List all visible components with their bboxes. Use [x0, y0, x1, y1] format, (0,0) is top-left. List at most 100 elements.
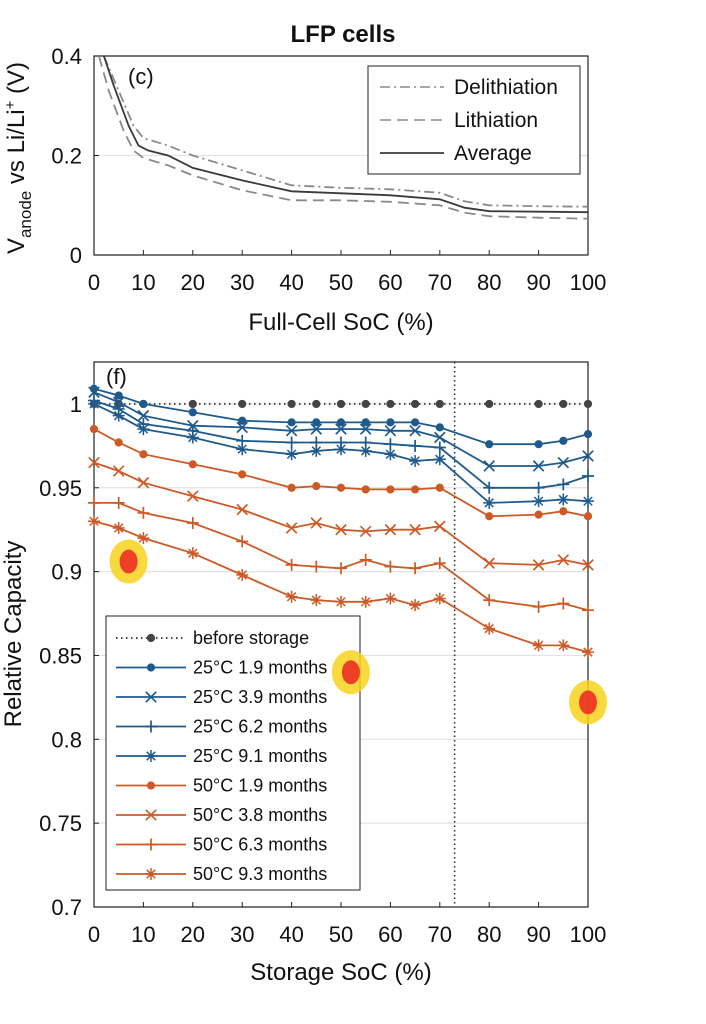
panel-f-data-point: [188, 460, 197, 469]
y-label-sup: +: [2, 100, 19, 109]
panel-c-series: [98, 55, 589, 220]
panel-f-data-point: [411, 399, 420, 409]
panel-f-series-25c-6-2-months: [88, 394, 594, 494]
panel-f-data-point: [557, 456, 570, 469]
panel-f-data-point: [557, 478, 570, 491]
panel-f-data-point: [88, 456, 100, 469]
panel-f-data-point: [287, 399, 296, 409]
panel-f-x-tick-label: 40: [279, 922, 303, 947]
panel-c-x-tick-label: 30: [230, 270, 254, 295]
panel-f-data-point: [435, 483, 444, 492]
highlighter-annotations: [109, 539, 607, 725]
panel-f-data-point: [285, 590, 298, 603]
panel-f-series-line-50c-3-8-months: [93, 461, 589, 566]
panel-f-data-point: [384, 523, 397, 536]
panel-f-data-point: [285, 424, 298, 437]
panel-f-data-point: [186, 516, 199, 529]
red-mark: [579, 690, 597, 715]
panel-f-data-point: [312, 481, 321, 491]
red-mark: [119, 549, 138, 574]
panel-f-data-point: [433, 453, 446, 466]
panel-f-data-point: [559, 436, 568, 445]
panel-c-y-ticks: 0 0.2 0.4: [51, 44, 99, 268]
panel-c-x-tick-label: 0: [88, 270, 100, 295]
panel-f-data-point: [433, 557, 446, 570]
panel-f-data-point: [483, 481, 496, 494]
panel-f-x-tick-label: 100: [570, 922, 607, 947]
highlight-mark-2: [331, 650, 370, 695]
legend-entry-50c-3-8-months: 50°C 3.8 months: [116, 805, 327, 825]
panel-f-label: (f): [106, 364, 127, 389]
legend-swatch-marker: [146, 781, 156, 790]
panel-c-label: (c): [128, 64, 154, 89]
panel-f-data-point: [557, 597, 570, 610]
panel-f-data-point: [137, 532, 150, 545]
panel-f-data-point: [557, 639, 570, 652]
panel-f-data-point: [409, 523, 421, 536]
legend-label: 50°C 6.3 months: [193, 835, 327, 855]
panel-f-data-point: [287, 418, 296, 427]
panel-f-data-point: [532, 559, 545, 571]
panel-f-data-point: [310, 423, 323, 435]
panel-f-data-point: [236, 443, 249, 456]
panel-c-x-tick-label: 40: [279, 270, 303, 295]
panel-f-data-point: [583, 399, 593, 409]
panel-f-data-point: [409, 599, 422, 612]
legend-label: 50°C 1.9 months: [193, 776, 327, 796]
panel-f-series: [88, 384, 594, 659]
panel-c-series-line-average: [103, 55, 589, 214]
panel-f-data-point: [582, 470, 594, 483]
panel-f-series-line-50c-9-3-months: [93, 520, 589, 653]
panel-f-data-point: [384, 438, 397, 451]
panel-f-data-point: [361, 485, 370, 494]
panel-f-data-point: [236, 503, 249, 516]
panel-f-data-point: [435, 423, 444, 432]
panel-f-data-point: [532, 460, 545, 472]
panel-f-data-point: [583, 430, 593, 439]
panel-f-series-line-25c-6-2-months: [93, 399, 589, 489]
legend-swatch-marker: [145, 838, 157, 851]
panel-f-data-point: [557, 554, 570, 566]
panel-f-data-point: [139, 399, 148, 409]
legend-label: 25°C 1.9 months: [193, 658, 327, 678]
legend-swatch-marker: [145, 691, 157, 703]
panel-f-y-tick-label: 0.85: [39, 643, 82, 668]
panel-f-data-point: [312, 399, 321, 409]
panel-f-data-point: [532, 600, 545, 613]
panel-f-y-tick-label: 0.75: [39, 811, 82, 836]
panel-f-data-point: [485, 512, 494, 521]
panel-f-data-point: [532, 481, 545, 494]
panel-f-x-tick-label: 30: [230, 922, 254, 947]
panel-f-data-point: [485, 399, 494, 409]
legend-label: 25°C 3.9 months: [193, 687, 327, 707]
legend-swatch-marker: [145, 868, 157, 880]
panel-f-data-point: [335, 595, 347, 608]
panel-f-chart: 0 10 20 30 40 50 60 70 80 90 100 0.7 0.75 0.8 0.85 0.9…: [0, 361, 607, 986]
panel-f-data-point: [114, 438, 123, 447]
panel-c-chart: 0 10 20 30 40 50 60 70 80 90 100 0 0.2 0.4 (c) Delit…: [2, 44, 606, 336]
legend-label: 50°C 3.8 months: [193, 805, 327, 825]
panel-c-x-tick-label: 50: [329, 270, 353, 295]
panel-c-x-tick-label: 70: [428, 270, 452, 295]
panel-f-series-50c-6-3-months: [88, 496, 594, 617]
panel-c-y-tick-label: 0.2: [51, 144, 82, 169]
panel-c-y-tick-label: 0.4: [51, 44, 82, 69]
panel-f-data-point: [361, 399, 370, 409]
y-label-sub: anode: [16, 191, 35, 238]
panel-f-data-point: [287, 483, 296, 492]
legend-entry-25c-6-2-months: 25°C 6.2 months: [116, 717, 327, 737]
panel-f-data-point: [238, 399, 247, 409]
panel-f-data-point: [559, 399, 568, 409]
panel-f-data-point: [384, 560, 397, 573]
panel-c-x-tick-label: 60: [378, 270, 402, 295]
legend-entry-50c-9-3-months: 50°C 9.3 months: [116, 864, 327, 884]
panel-f-x-tick-label: 60: [378, 922, 402, 947]
panel-f-data-point: [112, 409, 125, 422]
panel-f-data-point: [137, 409, 150, 422]
panel-f-data-point: [137, 506, 150, 519]
panel-f-y-tick-label: 1: [70, 392, 82, 417]
panel-f-data-point: [336, 418, 346, 427]
panel-f-data-point: [359, 595, 372, 608]
panel-f-data-point: [361, 418, 370, 427]
